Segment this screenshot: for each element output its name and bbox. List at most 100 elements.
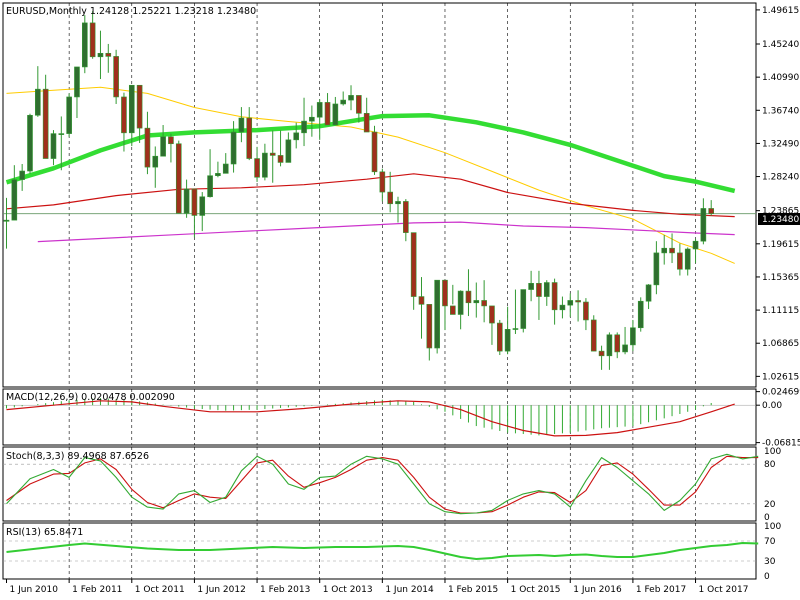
- time-tick-label: 1 Oct 2015: [511, 585, 561, 595]
- price-tick-label: 1.02615: [762, 372, 799, 382]
- candle-up: [543, 282, 550, 297]
- price-axis: 1.49615 1.45240 1.40990 1.36740 1.32490 1.282…: [756, 6, 799, 382]
- price-panel[interactable]: 1.49615 1.45240 1.40990 1.36740 1.32490 1.282…: [2, 2, 800, 388]
- candle-up: [340, 99, 346, 105]
- candle-down: [379, 171, 386, 193]
- rsi-axis: 100 70 30 0: [764, 522, 781, 582]
- candle-down: [191, 188, 198, 216]
- rsi-plot: [6, 542, 759, 560]
- stoch-tick-label: 20: [764, 500, 776, 510]
- candle-down: [551, 282, 558, 311]
- candle-down: [175, 143, 182, 214]
- candle-down: [105, 52, 112, 57]
- time-tick-label: 1 Oct 2013: [323, 585, 373, 595]
- candle-down: [246, 117, 253, 159]
- price-grid: [3, 3, 756, 387]
- candle-down: [387, 191, 393, 205]
- candle-up: [332, 103, 339, 126]
- candle-down: [489, 305, 495, 324]
- candle-down: [598, 350, 605, 357]
- candle-up: [11, 179, 18, 221]
- candle-down: [410, 232, 417, 297]
- stoch-tick-label: 100: [764, 447, 781, 457]
- candle-up: [434, 279, 440, 349]
- candle-down: [418, 296, 425, 305]
- candle-up: [473, 300, 480, 304]
- candle-up: [183, 188, 190, 214]
- candle-up: [630, 327, 636, 346]
- stoch-signal-line: [6, 455, 759, 514]
- stoch-header: Stoch(8,3,3) 89.4968 87.6526: [6, 451, 149, 462]
- candle-up: [301, 120, 307, 134]
- price-tick-label: 1.40990: [762, 73, 799, 83]
- macd-tick-label: 0.024699: [762, 388, 800, 398]
- time-tick-label: 1 Jun 2010: [10, 585, 59, 595]
- candle-up: [622, 344, 628, 353]
- candle-up: [238, 117, 245, 133]
- candle-down: [356, 95, 362, 114]
- candle-up: [215, 173, 221, 177]
- candle-up: [58, 133, 65, 135]
- time-tick-label: 1 Feb 2013: [260, 585, 310, 595]
- time-axis: 1 Jun 2010 1 Feb 2011 1 Oct 2011 1 Jun 2012…: [6, 579, 749, 595]
- candle-down: [363, 113, 370, 133]
- price-tick-label: 1.15365: [762, 273, 799, 283]
- time-tick-label: 1 Feb 2011: [72, 585, 122, 595]
- candle-down: [144, 127, 151, 168]
- rsi-line: [6, 542, 759, 560]
- macd-header: MACD(12,26,9) 0.020478 0.002090: [6, 392, 175, 403]
- candle-down: [42, 88, 49, 159]
- time-tick-label: 1 Jun 2014: [385, 585, 434, 595]
- candle-down: [277, 155, 284, 163]
- candle-up: [27, 114, 33, 172]
- candle-up: [653, 252, 660, 286]
- candle-down: [614, 334, 621, 353]
- candle-down: [677, 252, 683, 270]
- macd-tick-label: 0.00: [762, 401, 782, 411]
- candle-up: [3, 219, 10, 222]
- rsi-panel[interactable]: 100 70 30 0 RSI(13) 65.8471: [2, 522, 781, 582]
- candle-up: [309, 116, 315, 122]
- candle-up: [82, 22, 88, 68]
- candle-up: [66, 96, 72, 134]
- price-tick-label: 1.36740: [762, 106, 799, 116]
- candle-down: [450, 305, 456, 315]
- candle-down: [121, 96, 127, 134]
- candlesticks: [3, 11, 715, 370]
- time-tick-label: 1 Oct 2017: [699, 585, 749, 595]
- candle-up: [684, 248, 691, 270]
- candle-down: [168, 136, 174, 145]
- candle-down: [269, 152, 276, 156]
- price-tick-label: 1.45240: [762, 40, 799, 50]
- stoch-panel[interactable]: 100 80 20 0 Stoch(8,3,3) 89.4968 87.6526: [2, 446, 781, 523]
- rsi-tick-label: 0: [764, 572, 770, 582]
- candle-down: [669, 247, 675, 254]
- rsi-tick-label: 100: [764, 522, 781, 532]
- rsi-tick-label: 30: [764, 557, 776, 567]
- candle-down: [136, 84, 143, 129]
- candle-down: [590, 319, 597, 352]
- candle-up: [567, 300, 574, 306]
- candle-up: [528, 283, 534, 290]
- time-tick-label: 1 Oct 2011: [135, 585, 185, 595]
- stoch-axis: 100 80 20 0: [764, 447, 781, 523]
- candle-down: [442, 279, 448, 307]
- candle-up: [160, 136, 166, 157]
- current-price-tag: 1.23480: [762, 215, 799, 225]
- price-tick-label: 1.11115: [762, 306, 799, 316]
- candle-up: [207, 175, 213, 198]
- candle-up: [559, 304, 566, 311]
- candle-up: [97, 52, 104, 58]
- candle-up: [348, 95, 354, 101]
- candle-down: [481, 300, 487, 307]
- macd-plot: [6, 398, 735, 437]
- price-panel-frame: [2, 2, 757, 388]
- candle-down: [465, 290, 472, 304]
- candle-down: [708, 208, 715, 214]
- candle-up: [637, 300, 644, 329]
- macd-grid: [3, 389, 756, 445]
- macd-panel[interactable]: 0.024699 0.00 -0.068152 MACD(12,26,9) 0.02…: [2, 388, 800, 449]
- candle-down: [113, 56, 119, 98]
- candle-up: [692, 240, 699, 250]
